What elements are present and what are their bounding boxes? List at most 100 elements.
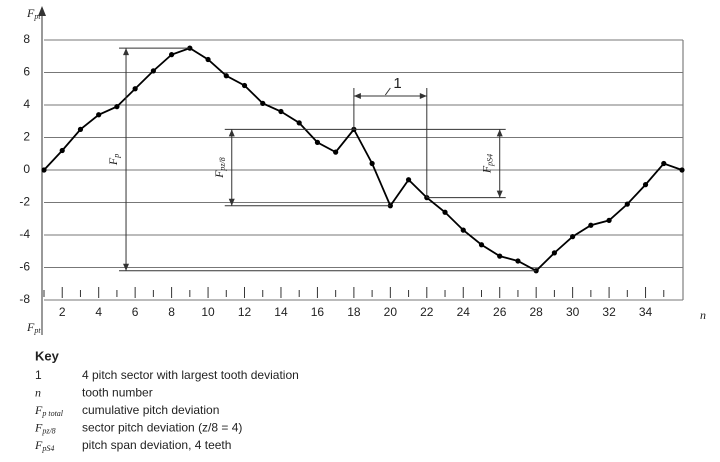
annotation-label: Fpz/8 (212, 157, 227, 179)
key-title: Key (35, 348, 60, 363)
y-axis-label-top: Fpt (26, 6, 41, 21)
data-point (241, 82, 248, 89)
arrow-head (228, 198, 235, 206)
key-symbol-sub: pS4 (41, 444, 54, 453)
x-tick-label: 32 (602, 305, 616, 319)
data-point (296, 120, 302, 126)
y-tick-label: 2 (23, 130, 30, 144)
x-tick-label: 20 (384, 305, 398, 319)
key-symbol-main: F (34, 420, 43, 434)
data-point (114, 104, 120, 110)
data-line (43, 47, 683, 272)
data-point (533, 268, 539, 274)
data-point (679, 167, 685, 173)
arrow-head (123, 48, 130, 56)
x-tick-label: 16 (311, 305, 325, 319)
data-point (606, 217, 612, 223)
y-tick-label: -8 (19, 292, 30, 306)
key-text: sector pitch deviation (z/8 = 4) (82, 421, 242, 435)
data-point (314, 139, 321, 145)
key-symbol: Fpz/8 (34, 420, 56, 435)
data-point (497, 253, 503, 259)
data-point (460, 227, 466, 233)
arrow-head (353, 93, 361, 99)
x-tick-label: 18 (347, 305, 361, 319)
data-point (642, 182, 649, 188)
key-symbol: 1 (35, 368, 42, 382)
x-tick-label: 4 (95, 305, 102, 319)
data-point (150, 68, 156, 74)
x-tick-label: 26 (493, 305, 507, 319)
arrow-head (496, 129, 503, 137)
annotation-label: Fp (106, 154, 121, 166)
data-point (570, 234, 576, 240)
x-tick-label: 22 (420, 305, 434, 319)
y-tick-label: 8 (23, 32, 30, 46)
annotation-sub: pS4 (486, 154, 495, 167)
data-point (77, 126, 84, 132)
key-text: pitch span deviation, 4 teeth (82, 438, 231, 452)
data-point (41, 167, 47, 173)
key-symbol-sub: p total (41, 409, 63, 418)
annotation-symbol: F (106, 157, 120, 166)
key-symbol: Fp total (34, 403, 64, 418)
annotation-sub: pz/8 (218, 157, 227, 171)
key-text: 4 pitch sector with largest tooth deviat… (82, 368, 299, 382)
key-symbol-main: F (34, 438, 43, 452)
data-point (551, 250, 558, 256)
y-tick-label: 0 (23, 162, 30, 176)
arrow-head (123, 263, 130, 271)
annotation-label: 1 (393, 75, 401, 92)
arrow-head (419, 93, 427, 99)
y-tick-label: -2 (19, 195, 30, 209)
y-tick-label: 4 (23, 97, 30, 111)
x-tick-label: 24 (457, 305, 471, 319)
annotation-sub: p (112, 154, 121, 159)
annotation-label: FpS4 (479, 154, 494, 174)
y-tick-label: 6 (23, 65, 30, 79)
data-point (169, 52, 175, 58)
key-symbol-main: 1 (35, 368, 42, 382)
annotation-leader (384, 87, 391, 96)
x-tick-label: 8 (168, 305, 175, 319)
data-point (333, 149, 339, 155)
x-tick-label: 12 (238, 305, 252, 319)
data-point (588, 222, 594, 228)
x-tick-label: 2 (59, 305, 66, 319)
arrow-head (496, 190, 503, 198)
y-axis-label-bottom: Fpt (26, 320, 41, 335)
x-tick-label: 6 (132, 305, 139, 319)
key: 1 4 pitch sector with largest tooth devia… (34, 368, 299, 453)
y-tick-label: -4 (19, 227, 30, 241)
key-symbol-main: n (35, 385, 41, 399)
x-tick-label: 10 (201, 305, 215, 319)
key-text: tooth number (82, 386, 153, 400)
data-point (223, 73, 229, 79)
y-tick-label: -6 (19, 260, 30, 274)
data-point (478, 242, 485, 248)
data-point (442, 209, 448, 215)
x-axis-label: n (700, 308, 706, 322)
data-point (278, 108, 284, 115)
x-tick-label: 34 (639, 305, 653, 319)
data-point (96, 112, 102, 118)
key-symbol: FpS4 (34, 438, 54, 453)
data-point (405, 177, 412, 183)
data-point (369, 160, 375, 167)
x-tick-label: 14 (274, 305, 288, 319)
data-point (132, 86, 138, 92)
data-point (515, 258, 521, 264)
annotation-symbol: F (212, 170, 226, 179)
data-point (260, 100, 266, 106)
x-tick-label: 30 (566, 305, 580, 319)
data-point (624, 201, 630, 207)
key-text: cumulative pitch deviation (82, 403, 219, 417)
x-tick-label: 28 (529, 305, 543, 319)
key-symbol: n (35, 385, 41, 399)
data-point (59, 147, 65, 154)
arrow-head (228, 129, 235, 137)
y-axis-arrow (38, 6, 46, 16)
data-point (661, 160, 667, 167)
data-point (205, 56, 211, 63)
